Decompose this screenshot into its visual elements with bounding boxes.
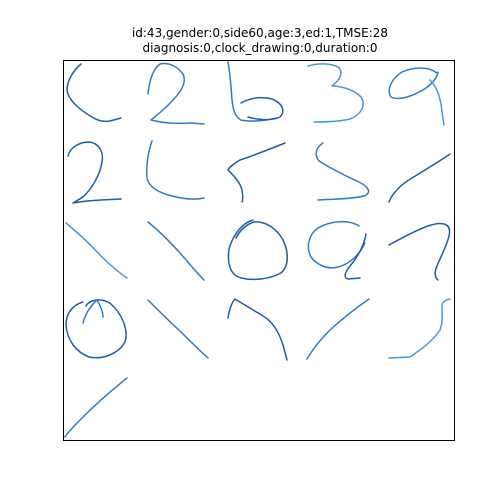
digit-stroke-row4-2: [147, 299, 209, 359]
digit-stroke-row5-1: [64, 377, 128, 438]
digit-stroke-row1-1: [66, 63, 122, 123]
digit-stroke-row3-2: [147, 221, 205, 281]
digit-stroke-row3-1: [65, 222, 128, 279]
digit-stroke-row3-4a: [307, 220, 366, 269]
digit-stroke-row1-5b: [429, 79, 445, 126]
digit-stroke-row2-4: [315, 142, 370, 201]
digit-stroke-row1-3b: [240, 96, 284, 121]
digit-stroke-row1-2: [147, 62, 205, 125]
digit-stroke-row1-4: [307, 63, 364, 123]
digit-stroke-row3-3a: [227, 219, 288, 281]
handwriting-strokes: [64, 61, 451, 438]
title-line-2: diagnosis:0,clock_drawing:0,duration:0: [142, 41, 378, 55]
digit-stroke-row4-1b: [82, 299, 104, 324]
digit-stroke-row1-3a: [227, 61, 278, 122]
digit-stroke-row3-5: [388, 222, 451, 281]
digit-stroke-row3-4b: [344, 233, 367, 280]
digit-stroke-row4-4: [306, 298, 370, 360]
title-line-1: id:43,gender:0,side60,age:3,ed:1,TMSE:28: [131, 26, 389, 40]
digit-stroke-row1-5a: [388, 67, 439, 100]
digit-stroke-row2-1: [67, 141, 122, 204]
digit-stroke-row2-2: [146, 140, 205, 200]
plot-frame: [63, 60, 455, 441]
digit-stroke-row4-3: [227, 298, 288, 361]
figure-title: id:43,gender:0,side60,age:3,ed:1,TMSE:28…: [0, 26, 504, 56]
digit-stroke-row4-5: [388, 298, 451, 359]
digit-stroke-row2-5: [388, 153, 451, 203]
digit-stroke-row4-1a: [65, 299, 127, 359]
digit-stroke-row2-3: [227, 142, 286, 203]
